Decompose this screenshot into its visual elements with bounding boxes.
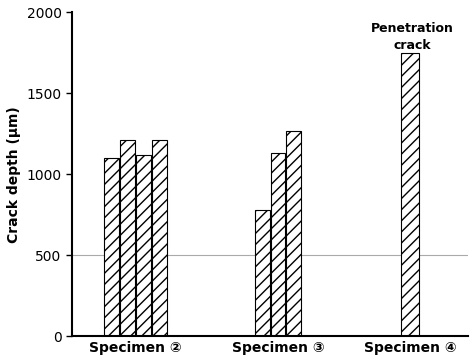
Text: Penetration
crack: Penetration crack — [371, 22, 454, 52]
Y-axis label: Crack depth (μm): Crack depth (μm) — [7, 106, 21, 243]
Bar — [136, 155, 151, 336]
Bar — [255, 210, 269, 336]
Bar — [120, 140, 135, 336]
Bar — [271, 153, 285, 336]
Bar — [152, 140, 167, 336]
Bar — [401, 53, 419, 336]
Bar — [104, 158, 119, 336]
Bar — [286, 131, 301, 336]
